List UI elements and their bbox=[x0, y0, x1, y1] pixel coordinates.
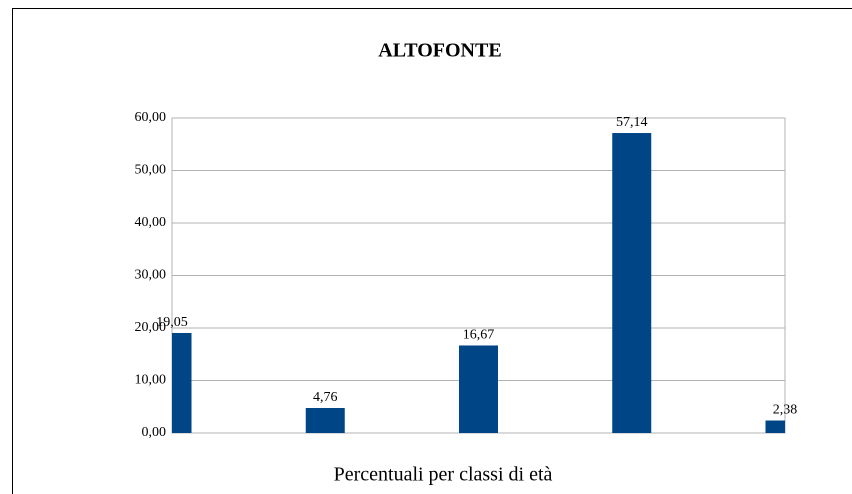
y-tick-label: 60,00 bbox=[135, 110, 167, 125]
chart-title: ALTOFONTE bbox=[378, 40, 501, 62]
value-label: 16,67 bbox=[463, 328, 495, 343]
bar bbox=[459, 345, 498, 433]
y-tick-label: 0,00 bbox=[142, 425, 167, 440]
y-tick-label: 30,00 bbox=[135, 268, 167, 283]
chart-frame bbox=[12, 8, 852, 494]
bar bbox=[305, 408, 345, 433]
value-label: 2,38 bbox=[773, 403, 798, 418]
y-tick-label: 50,00 bbox=[135, 163, 167, 178]
bar bbox=[765, 420, 785, 433]
value-label: 57,14 bbox=[616, 115, 648, 130]
value-label: 4,76 bbox=[313, 390, 338, 405]
value-label: 19,05 bbox=[156, 315, 188, 330]
y-tick-label: 20,00 bbox=[135, 320, 167, 335]
y-tick-label: 40,00 bbox=[135, 215, 167, 230]
bar bbox=[172, 332, 192, 433]
x-axis-label: Percentuali per classi di età bbox=[334, 464, 553, 486]
y-tick-label: 10,00 bbox=[135, 373, 167, 388]
bars bbox=[172, 133, 785, 433]
bar bbox=[612, 133, 652, 433]
